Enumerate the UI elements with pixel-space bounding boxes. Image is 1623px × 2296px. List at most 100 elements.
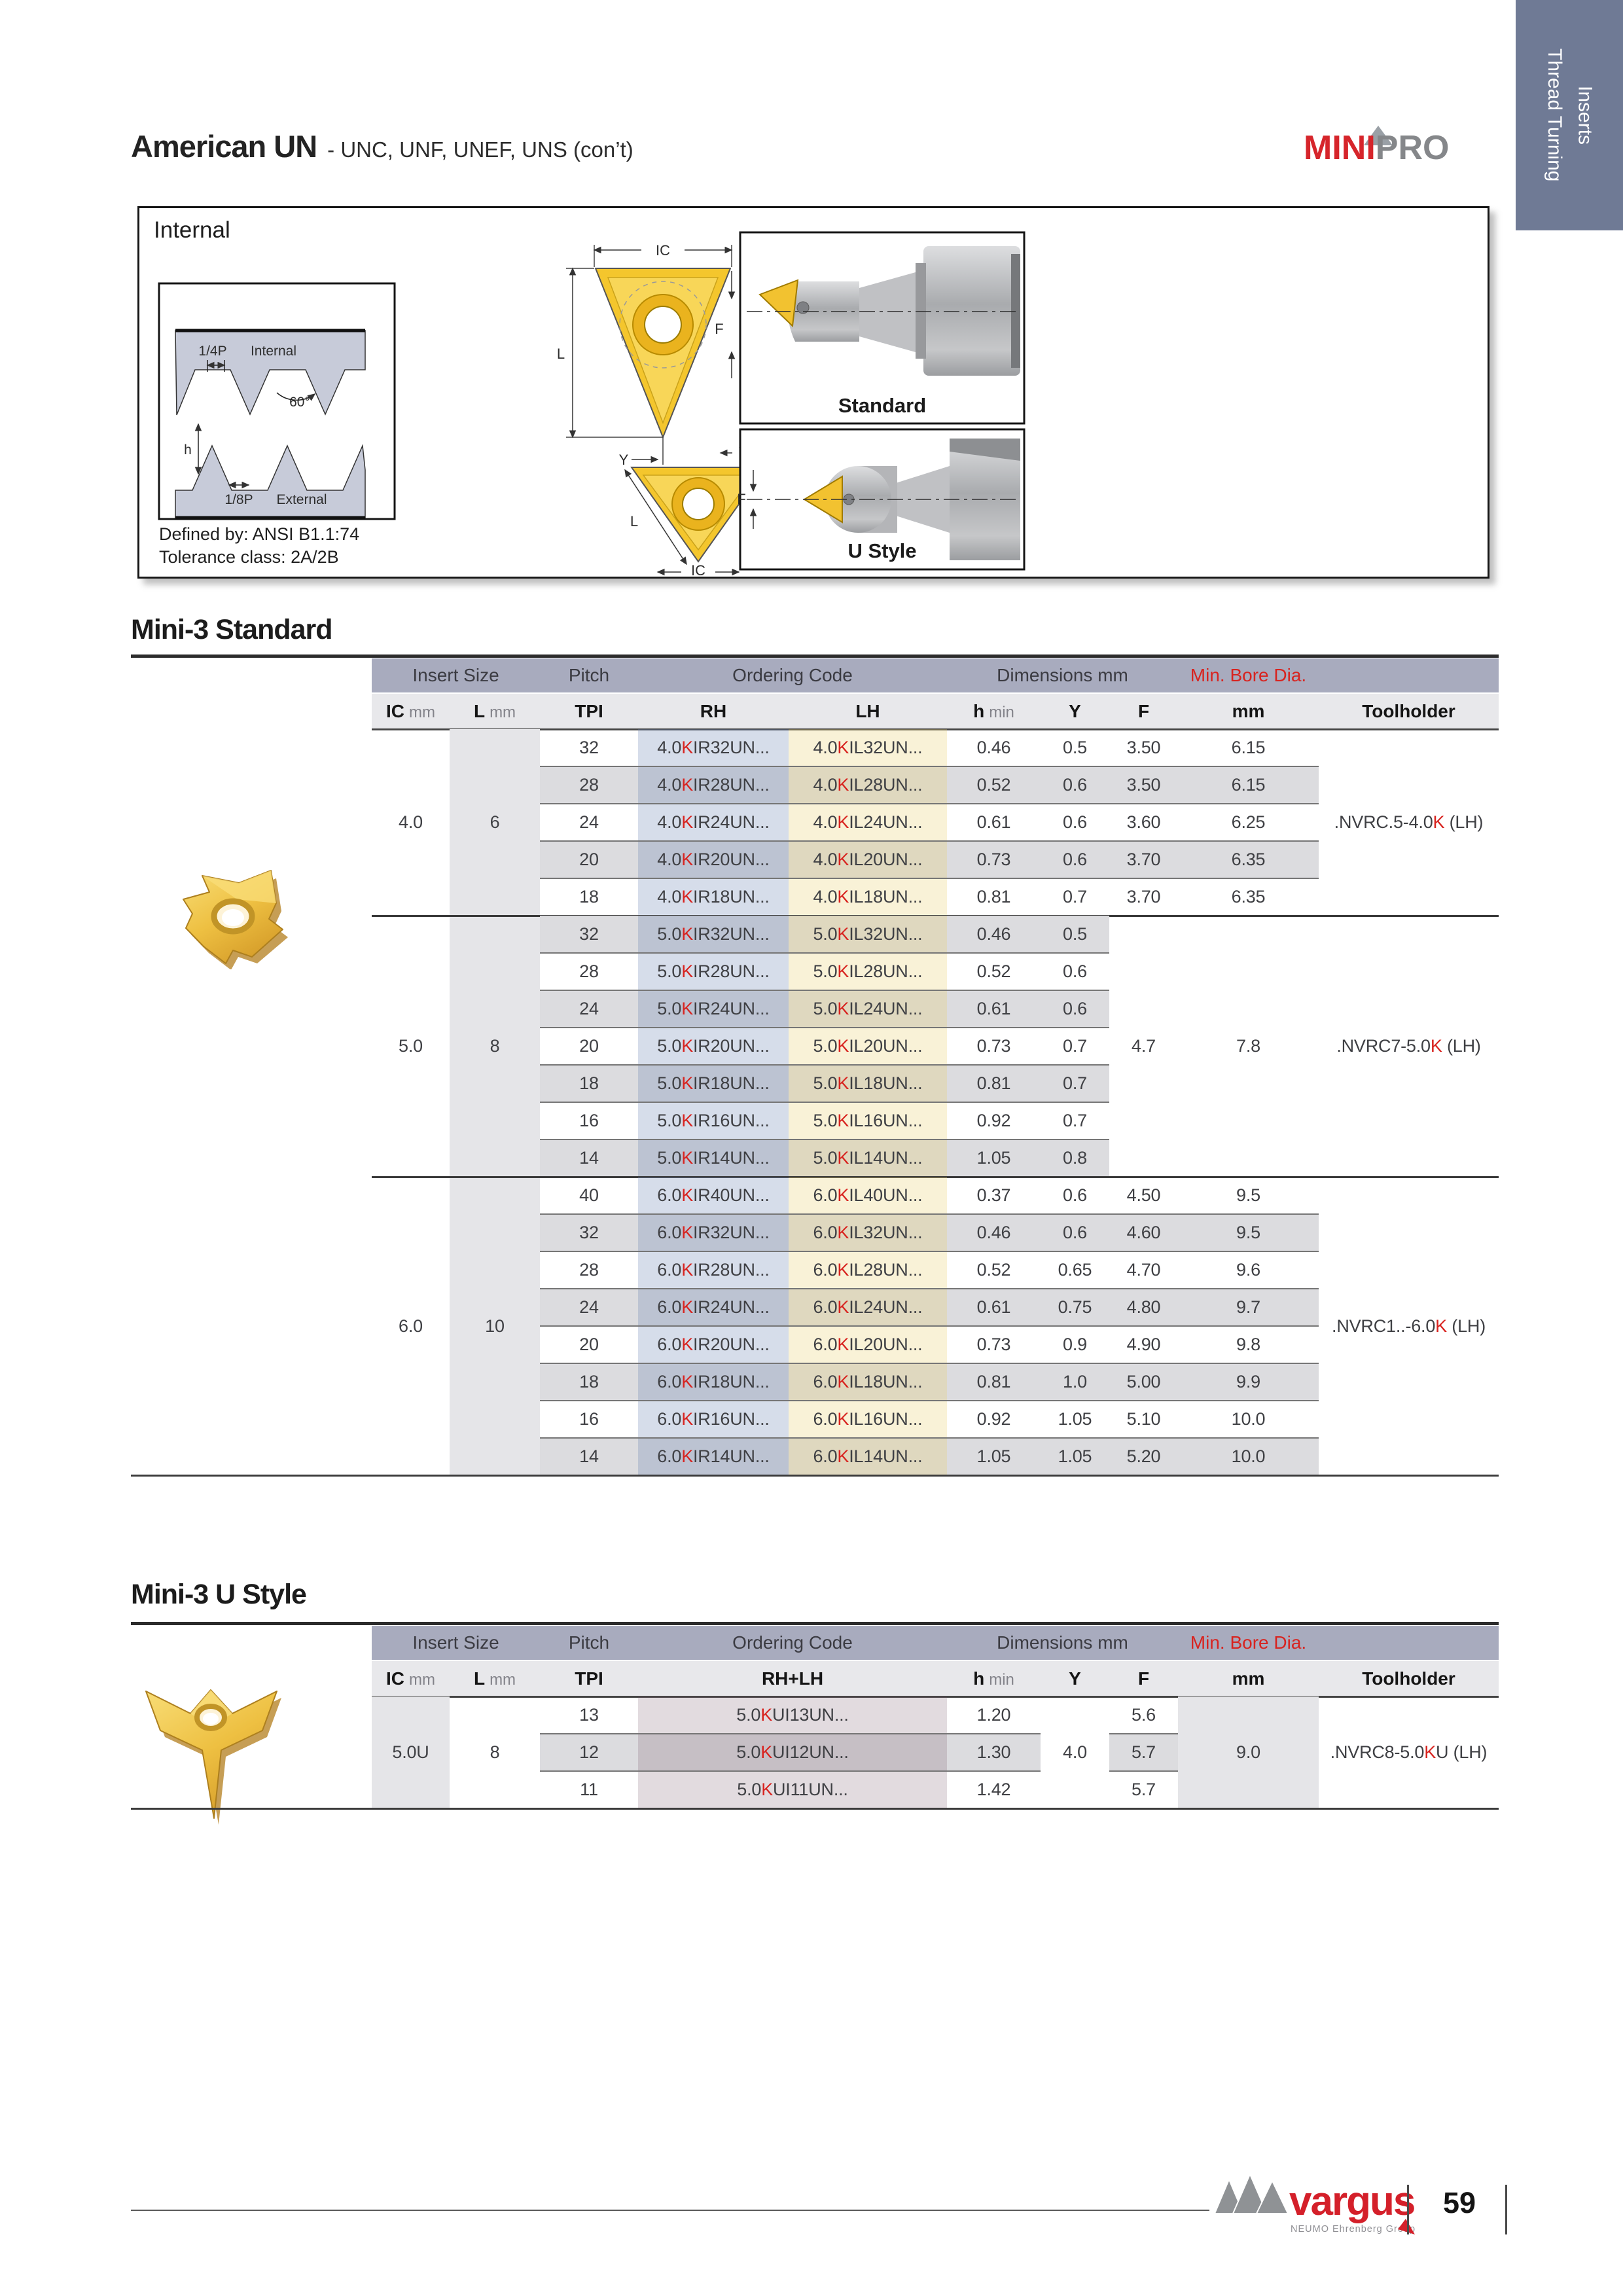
- label-h: h: [184, 442, 192, 457]
- cell-hmin: 0.81: [976, 887, 1011, 906]
- standard-insert-photo: [183, 870, 288, 969]
- cell-lh: 6.0KIL40UN...: [813, 1185, 923, 1205]
- cell-y: 1.05: [1058, 1446, 1092, 1466]
- header-bottom-rule: [372, 728, 1499, 730]
- row-separator: [540, 803, 1319, 804]
- group-header-4: Min. Bore Dia.: [1190, 665, 1307, 685]
- row-separator: [540, 1288, 1319, 1289]
- cell-ic-merged: 6.0: [399, 1316, 423, 1336]
- cell-rh: 5.0KIR16UN...: [657, 1111, 770, 1130]
- cell-rh: 5.0KIR20UN...: [657, 1036, 770, 1056]
- group-header-3: Dimensions mm: [997, 665, 1128, 685]
- row-separator: [540, 1400, 1319, 1401]
- standard-toolholder-figure: F Standard: [715, 231, 1026, 425]
- cell-lh: 4.0KIL28UN...: [813, 775, 923, 795]
- cell-lh: 5.0KIL28UN...: [813, 961, 923, 981]
- cell-tpi: 14: [579, 1148, 599, 1168]
- row-separator: [540, 1213, 1319, 1215]
- cell-mm: 9.5: [1236, 1223, 1260, 1242]
- table-bottom-rule: [131, 1808, 1499, 1810]
- cell-lh: 5.0KIL16UN...: [813, 1111, 923, 1130]
- internal-diagrams: 1/4P Internal 60° h 1/8P External IC: [158, 231, 1026, 577]
- dim-f2-label: F: [737, 491, 745, 507]
- header-gap-line: [372, 1660, 1499, 1661]
- footer-rule: [131, 2210, 1209, 2211]
- row-stripe: [540, 916, 1109, 953]
- cell-tpi: 40: [579, 1185, 599, 1205]
- col-header-th: Toolholder: [1362, 701, 1455, 721]
- cell-f: 3.60: [1126, 812, 1161, 832]
- col-header-mm: mm: [1232, 701, 1265, 721]
- row-separator: [540, 766, 1319, 767]
- cell-y: 0.6: [1063, 999, 1087, 1018]
- ustyle-insert-diagram: Y L IC: [624, 444, 768, 577]
- dim-l2-label: L: [630, 513, 638, 529]
- title-subtitle: - UNC, UNF, UNEF, UNS (con’t): [327, 137, 633, 162]
- cell-lh: 6.0KIL18UN...: [813, 1372, 923, 1391]
- cell-hmin: 0.46: [976, 1223, 1011, 1242]
- cell-hmin: 0.61: [976, 999, 1011, 1018]
- row-separator: [540, 1139, 1109, 1140]
- cell-ic-merged: 5.0U: [392, 1742, 429, 1762]
- cell-rh: 4.0KIR24UN...: [657, 812, 770, 832]
- cell-rh: 6.0KIR40UN...: [657, 1185, 770, 1205]
- cell-f: 3.70: [1126, 850, 1161, 869]
- code-col-tint: [638, 1696, 947, 1808]
- cell-lh: 5.0KIL20UN...: [813, 1036, 923, 1056]
- page-number: 59: [1442, 2186, 1476, 2219]
- cell-lh: 4.0KIL32UN...: [813, 738, 923, 757]
- cell-hmin: 0.61: [976, 812, 1011, 832]
- col-header-lh: LH: [855, 701, 880, 721]
- cell-lh: 5.0KIL24UN...: [813, 999, 923, 1018]
- cell-toolholder: .NVRC1..-6.0K (LH): [1332, 1316, 1486, 1336]
- cell-hmin: 0.73: [976, 1036, 1011, 1056]
- col-header-f: F: [1137, 701, 1150, 721]
- tab-line-2: Inserts: [1574, 85, 1596, 145]
- cell-tpi: 32: [579, 924, 599, 944]
- dim-ic2-label: IC: [691, 562, 705, 577]
- cell-tpi: 13: [579, 1705, 599, 1725]
- group-header-band: [372, 1626, 1499, 1660]
- vargus-logo: vargus NEUMO Ehrenberg Group: [1213, 2172, 1416, 2234]
- cell-y: 0.8: [1063, 1148, 1087, 1168]
- row-separator: [540, 952, 1109, 954]
- cell-mm: 9.8: [1236, 1335, 1260, 1354]
- minipro-logo: MINI PRO: [1304, 126, 1449, 168]
- cell-y: 0.5: [1063, 924, 1087, 944]
- standard-label: Standard: [838, 394, 926, 417]
- defined-by-note: Defined by: ANSI B1.1:74: [159, 524, 360, 544]
- cell-y: 0.7: [1063, 1073, 1087, 1093]
- col-header-f: F: [1137, 1668, 1150, 1689]
- col-header-y: Y: [1069, 1668, 1081, 1689]
- vargus-wordmark: vargus: [1289, 2179, 1414, 2224]
- col-header-band: [372, 1661, 1499, 1696]
- cell-y: 0.9: [1063, 1335, 1087, 1354]
- col-header-mm: mm: [1232, 1668, 1265, 1689]
- cell-hmin: 0.52: [976, 1260, 1011, 1280]
- cell-hmin: 0.52: [976, 775, 1011, 795]
- row-separator: [540, 1064, 1109, 1066]
- row-stripe: [540, 1734, 1041, 1771]
- standard-insert-diagram: IC L Y: [557, 242, 733, 468]
- cell-mm: 6.25: [1231, 812, 1266, 832]
- cell-mm: 9.7: [1236, 1297, 1260, 1317]
- cell-toolholder: .NVRC.5-4.0K (LH): [1334, 812, 1484, 832]
- cell-lh: 5.0KIL14UN...: [813, 1148, 923, 1168]
- row-stripe: [540, 1438, 1319, 1475]
- cell-tpi: 20: [579, 1036, 599, 1056]
- cell-f: 5.7: [1132, 1780, 1156, 1799]
- dim-ic-label: IC: [656, 242, 670, 259]
- cell-y: 1.05: [1058, 1409, 1092, 1429]
- cell-y: 0.6: [1063, 961, 1087, 981]
- dim-f-label: F: [715, 321, 723, 337]
- cell-lh: 6.0KIL14UN...: [813, 1446, 923, 1466]
- col-header-ic: IC mm: [386, 1668, 435, 1689]
- group-header-1: Pitch: [568, 1632, 610, 1653]
- cell-tpi: 24: [579, 999, 599, 1018]
- cell-tpi: 32: [579, 738, 599, 757]
- page-title: American UN - UNC, UNF, UNEF, UNS (con’t…: [131, 128, 633, 164]
- tolerance-note: Tolerance class: 2A/2B: [159, 547, 339, 567]
- cell-tpi: 14: [579, 1446, 599, 1466]
- cell-hmin: 0.37: [976, 1185, 1011, 1205]
- row-separator: [540, 1770, 1041, 1772]
